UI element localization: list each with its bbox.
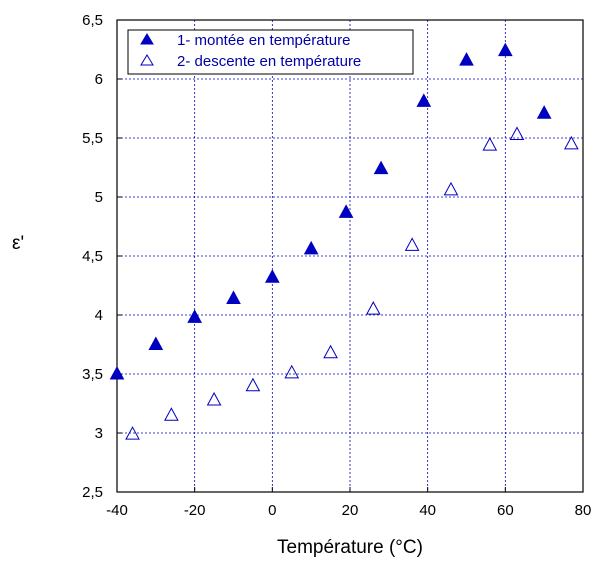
data-point-series-2 xyxy=(404,237,420,251)
x-axis-ticks: -40 -20 0 20 40 60 80 xyxy=(106,487,591,519)
y-tick-label: 2,5 xyxy=(82,484,103,501)
data-point-series-1 xyxy=(497,42,513,57)
y-tick-label: 6,5 xyxy=(82,12,103,29)
x-tick-label: -20 xyxy=(184,502,206,519)
data-point-series-2 xyxy=(443,181,459,196)
y-tick-label: 5 xyxy=(95,189,103,206)
legend-label-series-2: 2- descente en température xyxy=(177,53,361,70)
legend-marker-series-2 xyxy=(140,54,154,66)
x-tick-label: 60 xyxy=(497,502,514,519)
y-tick-label: 3,5 xyxy=(82,366,103,383)
data-point-series-1 xyxy=(459,52,474,66)
y-tick-label: 4 xyxy=(95,307,103,324)
legend-box xyxy=(127,29,414,75)
data-point-series-2 xyxy=(284,364,300,379)
x-tick-label: 20 xyxy=(342,502,359,519)
data-point-series-2 xyxy=(125,426,140,440)
grid xyxy=(117,20,583,492)
y-axis-label: ε' xyxy=(12,233,24,254)
legend: 1- montée en température 2- descente en … xyxy=(127,29,414,75)
data-point-series-1 xyxy=(303,240,319,255)
x-tick-label: -40 xyxy=(106,502,128,519)
data-points xyxy=(109,42,579,440)
y-tick-label: 3 xyxy=(95,425,103,442)
data-point-series-2 xyxy=(206,391,222,406)
data-point-series-1 xyxy=(264,269,280,283)
data-point-series-1 xyxy=(338,204,354,218)
data-point-series-1 xyxy=(187,309,203,323)
y-tick-label: 6 xyxy=(95,71,103,88)
x-axis-label: Température (°C) xyxy=(277,537,423,558)
data-point-series-2 xyxy=(245,377,261,392)
x-tick-label: 40 xyxy=(419,502,436,519)
y-tick-label: 4,5 xyxy=(82,248,103,265)
data-point-series-2 xyxy=(509,126,525,140)
legend-marker-series-1 xyxy=(140,33,154,45)
y-tick-label: 5,5 xyxy=(82,130,103,147)
x-tick-label: 80 xyxy=(575,502,592,519)
data-point-series-1 xyxy=(226,290,241,304)
data-point-series-2 xyxy=(323,344,338,359)
y-axis-ticks: 2,5 3 3,5 4 4,5 5 5,5 6 6,5 xyxy=(82,12,122,501)
data-point-series-1 xyxy=(148,336,164,350)
data-point-series-1 xyxy=(373,160,389,175)
data-point-series-2 xyxy=(482,137,498,151)
x-tick-label: 0 xyxy=(268,502,276,519)
data-point-series-2 xyxy=(164,407,179,421)
legend-label-series-1: 1- montée en température xyxy=(177,32,350,49)
data-point-series-2 xyxy=(564,135,579,150)
data-point-series-1 xyxy=(416,93,432,107)
data-point-series-1 xyxy=(536,105,552,119)
data-point-series-1 xyxy=(109,365,125,380)
data-point-series-2 xyxy=(365,301,381,315)
